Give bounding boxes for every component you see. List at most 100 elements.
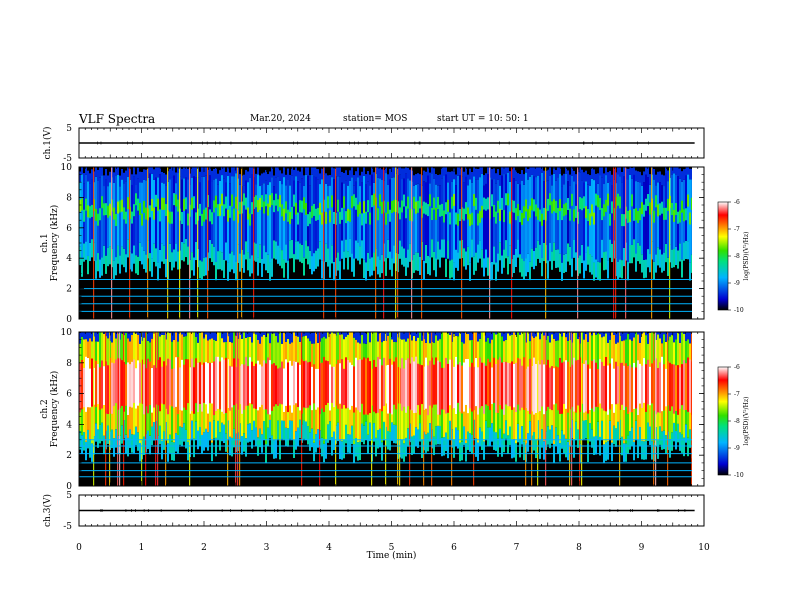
ch2-spectrogram-cell: [289, 420, 291, 439]
ch1-spectrogram-cell: [227, 167, 229, 177]
ch1-spectrogram-cell: [573, 209, 575, 222]
ch1-spectrogram-sferic: [395, 167, 397, 319]
ch1-spectrogram-cell: [521, 212, 523, 225]
ch2-spectrogram-cell: [221, 357, 223, 412]
ch2-spectrogram-cell: [281, 361, 283, 405]
ch2-spectrogram-ytick-label: 4: [66, 420, 72, 430]
ch2-spectrogram-cell: [505, 420, 507, 439]
ch1-spectrogram-cell: [431, 208, 433, 221]
ch1-spectrogram-cell: [459, 209, 461, 222]
ch1-spectrogram-cell: [325, 173, 327, 184]
ch1-spectrogram-ylabel-line1: ch.1: [40, 233, 50, 252]
ch1-spectrogram-cell: [513, 200, 515, 213]
ch1-spectrogram-cell: [371, 195, 373, 208]
ch2-spectrogram-cell: [501, 332, 503, 337]
ch1-spectrogram-cell: [659, 182, 661, 250]
ch1-spectrogram-cell: [151, 258, 153, 277]
ch2-spectrogram-cell: [225, 357, 227, 414]
ch2-spectrogram-cell: [121, 360, 123, 406]
ch2-spectrogram-sferic: [667, 332, 669, 486]
ch2-spectrogram-cell: [577, 359, 579, 406]
ch2-spectrogram-cell: [435, 332, 437, 336]
ch1-spectrogram-cell: [473, 167, 475, 177]
ch2-spectrogram-cell: [309, 432, 311, 451]
ch1-spectrogram-cell: [101, 257, 103, 276]
ch1-spectrogram-cell: [351, 195, 353, 208]
ch2-spectrogram-cell: [429, 360, 431, 406]
ch1-spectrogram-cell: [113, 182, 115, 261]
ch2-spectrogram-cell: [383, 332, 385, 341]
ch1-spectrogram-cell: [239, 202, 241, 215]
ch1-spectrogram-cell: [83, 243, 85, 262]
ch2-spectrogram-cell: [331, 366, 333, 403]
ch2-spectrogram-cell: [213, 361, 215, 416]
ch2-spectrogram-cell: [391, 422, 393, 441]
ch1-spectrogram-cell: [175, 183, 177, 244]
ch1-spectrogram-cell: [527, 209, 529, 222]
ch1-spectrogram-cell: [667, 181, 669, 258]
ch2-spectrogram-cell: [563, 434, 565, 454]
ch2-spectrogram-cell: [627, 332, 629, 334]
ch1-spectrogram-cell: [153, 243, 155, 262]
ch2-spectrogram-cell: [623, 332, 625, 341]
ch2-spectrogram-cell: [277, 332, 279, 343]
ch1-spectrogram-cell: [277, 199, 279, 212]
ch2-spectrogram-cell: [501, 362, 503, 410]
ch2-spectrogram-cell: [127, 332, 129, 339]
ch2-spectrogram-cell: [445, 357, 447, 414]
ch2-spectrogram-cell: [183, 332, 185, 337]
ch1-spectrogram-cell: [655, 185, 657, 255]
ch1-spectrogram-cell: [249, 167, 251, 178]
ch2-spectrogram-cell: [115, 332, 117, 339]
ch2-spectrogram-cell: [349, 362, 351, 410]
ch1-spectrogram-cell: [617, 174, 619, 262]
ch1-spectrogram-cell: [403, 194, 405, 207]
ch2-spectrogram-cell: [275, 332, 277, 336]
ch1-spectrogram-cell: [235, 261, 237, 281]
ch2-spectrogram-cell: [541, 429, 543, 448]
ch1-spectrogram-cell: [391, 201, 393, 214]
ch2-spectrogram-cell: [533, 432, 535, 451]
ch1-spectrogram-cell: [423, 260, 425, 279]
ch1-spectrogram-cell: [667, 170, 669, 182]
ch2-spectrogram-cell: [455, 356, 457, 414]
ch2-spectrogram-cell: [369, 361, 371, 414]
ch1-spectrogram-colorbar-tick-label: -8: [734, 253, 740, 260]
ch1-spectrogram-cell: [617, 261, 619, 280]
ch2-spectrogram-cell: [689, 359, 691, 413]
ch1-spectrogram-cell: [405, 167, 407, 174]
ch2-spectrogram-cell: [139, 362, 141, 404]
ch1-spectrogram-cell: [609, 213, 611, 226]
ch1-spectrogram-cell: [451, 259, 453, 278]
ch1-spectrogram-cell: [161, 243, 163, 262]
ch1-spectrogram-cell: [285, 201, 287, 214]
ch1-spectrogram-cell: [385, 212, 387, 225]
ch2-spectrogram-cell: [195, 421, 197, 440]
ch2-spectrogram-cell: [167, 358, 169, 415]
ch1-spectrogram-cell: [235, 167, 237, 174]
ch1-spectrogram-cell: [157, 262, 159, 281]
ch2-spectrogram-cell: [459, 362, 461, 412]
ch1-spectrogram-cell: [193, 176, 195, 258]
ch1-spectrogram-cell: [677, 211, 679, 224]
ch2-spectrogram-cell: [563, 361, 565, 404]
ch2-spectrogram-cell: [479, 427, 481, 447]
ch2-spectrogram-cell: [341, 332, 343, 335]
ch2-spectrogram-cell: [595, 362, 597, 407]
ch2-spectrogram-cell: [679, 332, 681, 343]
ch1-spectrogram-cell: [137, 167, 139, 179]
ch1-spectrogram-cell: [267, 203, 269, 216]
ch1-spectrogram-cell: [435, 207, 437, 220]
ch2-spectrogram-cell: [585, 420, 587, 439]
ch1-spectrogram-cell: [263, 183, 265, 246]
ch1-spectrogram-cell: [437, 174, 439, 186]
ch1-spectrogram-cell: [597, 183, 599, 262]
ch1-spectrogram-cell: [573, 170, 575, 182]
ch1-spectrogram-cell: [417, 183, 419, 253]
ch1-spectrogram-cell: [365, 262, 367, 281]
ch2-spectrogram-cell: [113, 438, 115, 457]
ch2-spectrogram-cell: [173, 442, 175, 461]
ch2-spectrogram-cell: [325, 332, 327, 339]
ch2-spectrogram-cell: [605, 442, 607, 461]
ch2-spectrogram-colorbar-label: log(PSD)(V²/Hz): [743, 397, 750, 446]
